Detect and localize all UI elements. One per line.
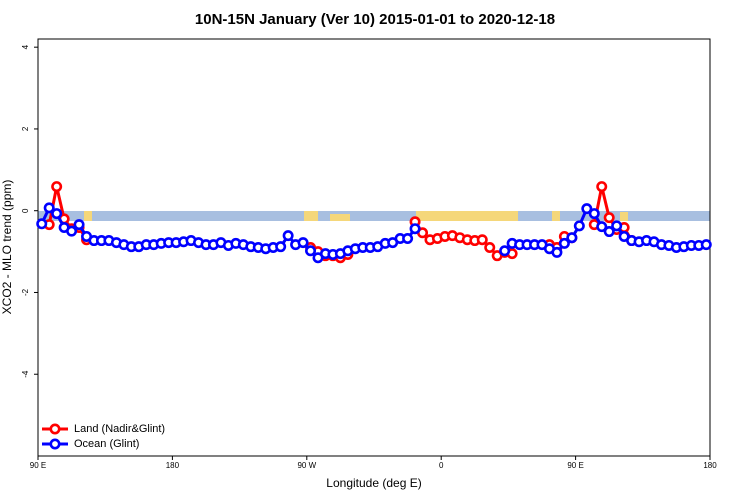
x-tick-label: 180 bbox=[166, 461, 180, 470]
y-tick-label: -2 bbox=[21, 288, 30, 296]
legend-label: Land (Nadir&Glint) bbox=[74, 423, 165, 435]
data-point bbox=[275, 241, 287, 253]
data-point bbox=[297, 237, 309, 249]
land-patch bbox=[304, 211, 318, 221]
x-tick-label: 0 bbox=[439, 461, 444, 470]
data-point bbox=[566, 232, 578, 244]
data-point bbox=[596, 221, 608, 233]
data-point bbox=[588, 208, 600, 220]
data-point bbox=[603, 226, 615, 238]
ocean-band bbox=[38, 211, 710, 221]
data-point bbox=[499, 245, 511, 257]
y-tick-label: 0 bbox=[21, 208, 30, 213]
land-patch bbox=[620, 212, 628, 221]
y-axis-label: XCO2 - MLO trend (ppm) bbox=[0, 180, 14, 315]
x-tick-label: 90 E bbox=[567, 461, 583, 470]
legend-marker bbox=[49, 423, 61, 435]
data-point bbox=[551, 246, 563, 258]
data-point bbox=[558, 237, 570, 249]
data-point bbox=[51, 208, 63, 220]
data-point bbox=[36, 218, 48, 230]
data-point bbox=[305, 245, 317, 257]
data-point bbox=[603, 212, 615, 224]
data-point bbox=[282, 230, 294, 242]
x-tick-label: 180 bbox=[703, 461, 717, 470]
land-patch bbox=[330, 214, 350, 221]
background-band bbox=[38, 211, 710, 221]
y-tick-label: 2 bbox=[21, 126, 30, 131]
x-axis-label: Longitude (deg E) bbox=[326, 476, 421, 490]
data-point bbox=[573, 220, 585, 232]
data-point bbox=[66, 225, 78, 237]
data-point bbox=[51, 181, 63, 193]
legend-label: Ocean (Glint) bbox=[74, 438, 139, 450]
land-patch bbox=[84, 211, 92, 221]
data-point bbox=[476, 234, 488, 246]
data-point bbox=[43, 202, 55, 214]
data-point bbox=[611, 220, 623, 232]
data-point bbox=[581, 203, 593, 215]
y-tick-label: 4 bbox=[21, 44, 30, 49]
chart-title: 10N-15N January (Ver 10) 2015-01-01 to 2… bbox=[195, 11, 555, 28]
legend: Land (Nadir&Glint) Ocean (Glint) bbox=[42, 423, 165, 450]
x-tick-label: 90 E bbox=[30, 461, 46, 470]
x-tick-label: 90 W bbox=[297, 461, 316, 470]
data-point bbox=[484, 242, 496, 254]
legend-marker bbox=[49, 438, 61, 450]
data-point bbox=[402, 233, 414, 245]
data-point bbox=[596, 181, 608, 193]
land-patch bbox=[552, 211, 560, 221]
land-patch bbox=[416, 211, 518, 221]
data-point bbox=[73, 219, 85, 231]
data-point bbox=[700, 239, 712, 251]
data-point bbox=[409, 223, 421, 235]
y-tick-label: -4 bbox=[21, 370, 30, 378]
